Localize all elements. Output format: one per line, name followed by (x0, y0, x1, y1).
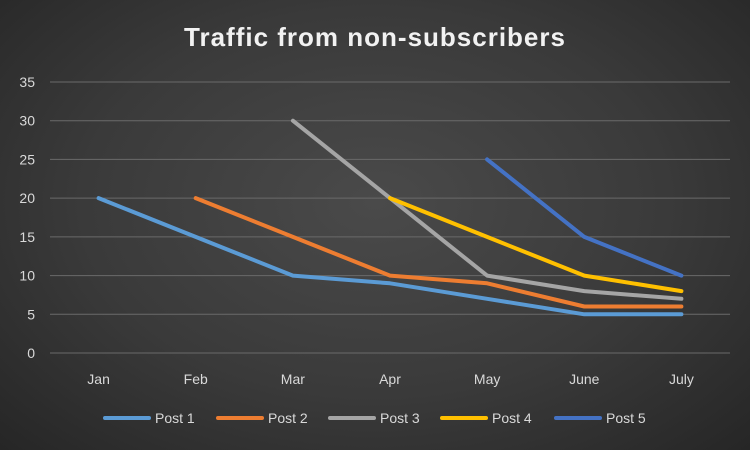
x-tick-label: May (474, 371, 500, 387)
y-tick-label: 5 (27, 306, 35, 322)
y-tick-label: 35 (19, 74, 35, 90)
legend-label: Post 1 (155, 410, 195, 426)
x-axis-ticks: Jan Feb Mar Apr May June July (87, 371, 694, 387)
series-line-1 (96, 196, 684, 317)
series-line-5 (485, 157, 684, 278)
y-tick-label: 30 (19, 113, 35, 129)
y-tick-label: 25 (19, 151, 35, 167)
series-line-2 (193, 196, 684, 309)
chart-title: Traffic from non-subscribers (184, 22, 566, 52)
y-axis-ticks: 0 5 10 15 20 25 30 35 (19, 74, 35, 361)
x-tick-label: Feb (184, 371, 208, 387)
y-tick-label: 20 (19, 190, 35, 206)
x-tick-label: July (669, 371, 694, 387)
x-tick-label: Jan (87, 371, 110, 387)
y-tick-label: 15 (19, 229, 35, 245)
legend-label: Post 2 (268, 410, 308, 426)
y-tick-label: 0 (27, 345, 35, 361)
series-lines (96, 118, 684, 317)
legend-label: Post 3 (380, 410, 420, 426)
legend-label: Post 4 (492, 410, 532, 426)
legend-label: Post 5 (606, 410, 646, 426)
series-line-3 (290, 118, 684, 301)
x-tick-label: Apr (379, 371, 401, 387)
series-line-4 (388, 196, 684, 294)
y-tick-label: 10 (19, 268, 35, 284)
x-tick-label: Mar (281, 371, 305, 387)
legend: Post 1 Post 2 Post 3 Post 4 Post 5 (103, 410, 646, 426)
x-tick-label: June (569, 371, 600, 387)
